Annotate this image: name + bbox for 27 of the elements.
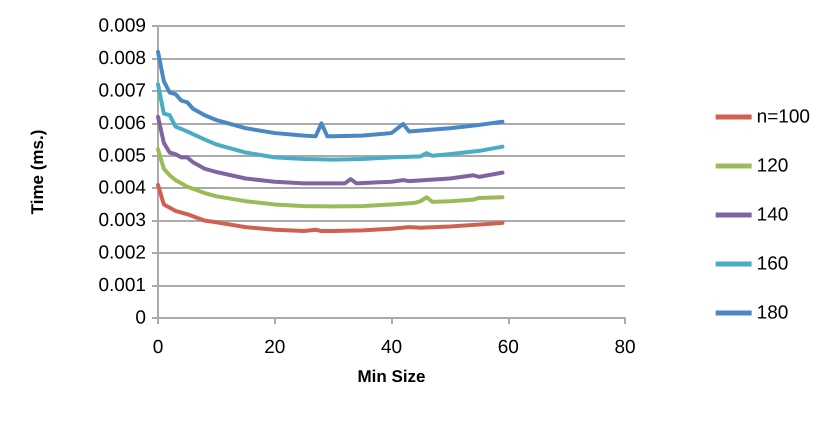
y-tick-label: 0.004 <box>98 178 146 199</box>
legend-label: n=100 <box>756 106 810 128</box>
line-series <box>156 147 504 208</box>
y-tick-label: 0.006 <box>98 112 146 134</box>
legend-label: 120 <box>756 156 788 176</box>
y-tick-label: 0.003 <box>98 210 146 232</box>
legend-label: 140 <box>756 204 788 226</box>
x-tick-label: 80 <box>614 337 636 358</box>
y-tick-label: 0.009 <box>98 16 146 36</box>
line-series <box>156 50 504 138</box>
line-series <box>156 182 504 234</box>
y-tick-label: 0.002 <box>98 242 146 264</box>
x-tick-label: 20 <box>264 337 286 358</box>
y-tick-label: 0.005 <box>98 145 146 166</box>
y-axis-title: Time (ms.) <box>28 130 47 214</box>
y-tick-label: 0.007 <box>98 80 146 102</box>
x-tick-label: 60 <box>498 337 519 358</box>
y-tick-label: 0.008 <box>98 48 146 69</box>
legend-label: 180 <box>756 302 788 324</box>
line-series <box>156 82 504 162</box>
x-axis-title: Min Size <box>357 367 426 386</box>
line-series <box>156 114 504 186</box>
x-tick-label: 40 <box>380 337 402 358</box>
y-tick-label: 0.001 <box>98 275 146 296</box>
x-tick-label: 0 <box>152 337 164 358</box>
y-tick-label: 0 <box>135 308 146 328</box>
legend-label: 160 <box>756 254 788 274</box>
